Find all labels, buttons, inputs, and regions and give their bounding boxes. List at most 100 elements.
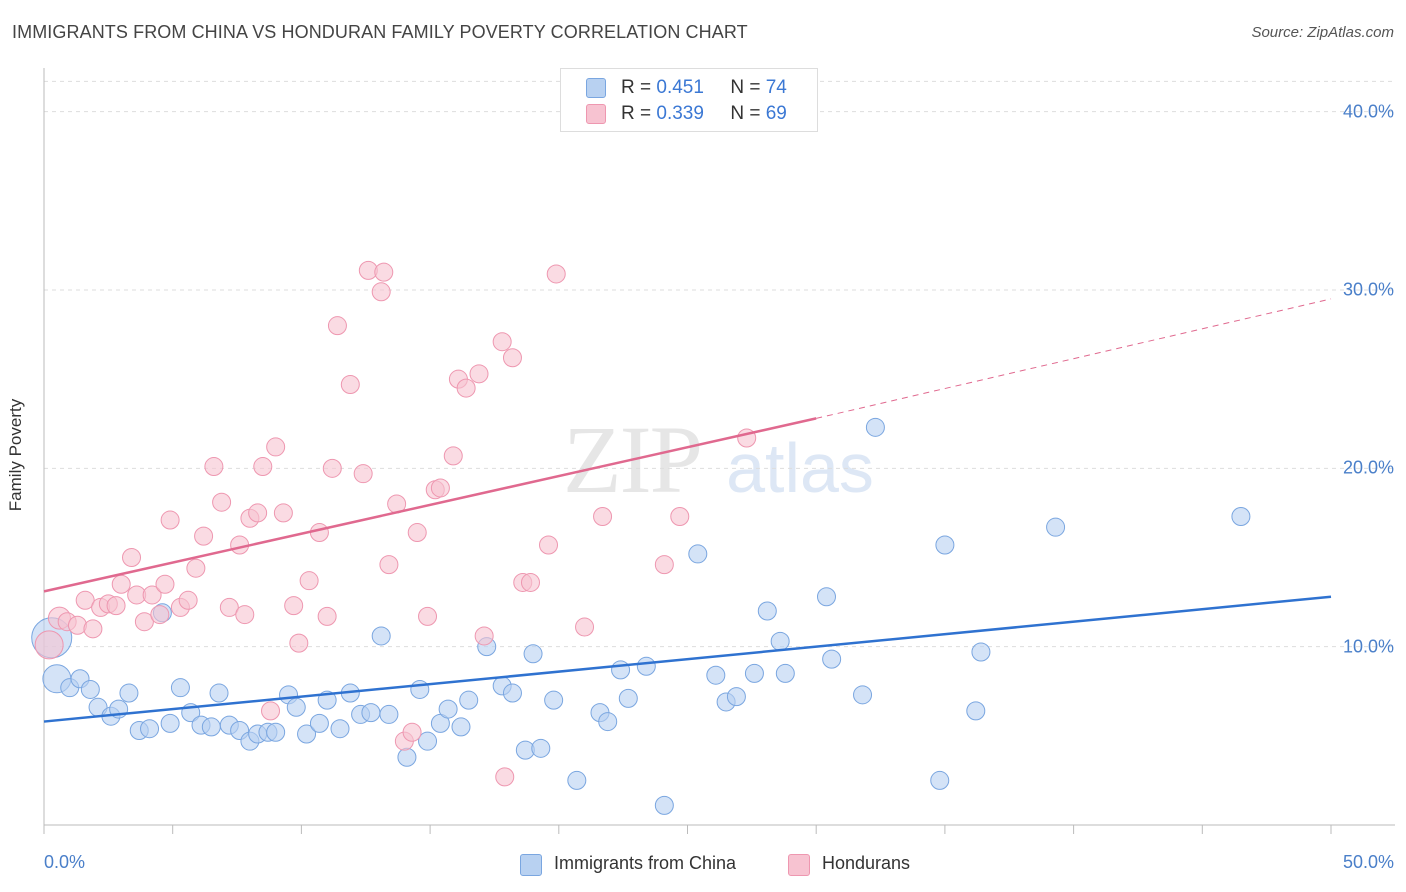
china-point (170, 678, 190, 698)
china-point (567, 770, 587, 790)
honduran-point (155, 574, 175, 594)
china-point (775, 663, 795, 683)
legend-honduran-swatch (788, 854, 810, 876)
honduran-point (575, 617, 595, 637)
honduran-swatch (586, 104, 606, 124)
n-value-honduran: 69 (765, 103, 787, 124)
china-point (330, 719, 350, 739)
china-point (140, 719, 160, 739)
china-point (726, 687, 746, 707)
y-tick-label: 10.0% (1342, 636, 1394, 657)
n-value-china: 74 (765, 77, 787, 98)
n-label: N = (730, 77, 761, 98)
china-point (822, 649, 842, 669)
honduran-point (204, 457, 224, 477)
china-point (523, 644, 543, 664)
stats-legend: R = 0.451 N = 74 R = 0.339 N = 69 (560, 68, 818, 132)
honduran-point (134, 612, 154, 632)
china-point (636, 656, 656, 676)
honduran-point (539, 535, 559, 555)
honduran-point (443, 446, 463, 466)
honduran-point (261, 701, 281, 721)
x-tick-label-min: 0.0% (44, 852, 86, 872)
y-tick-label: 40.0% (1342, 101, 1394, 122)
honduran-point (178, 590, 198, 610)
honduran-point (327, 316, 347, 336)
honduran-point (340, 375, 360, 395)
china-point (160, 713, 180, 733)
china-point (930, 770, 950, 790)
china-point (618, 688, 638, 708)
r-label: R = (621, 103, 652, 124)
honduran-point (34, 630, 64, 660)
trend-line-china (43, 595, 1332, 723)
honduran-point (469, 364, 489, 384)
china-point (379, 704, 399, 724)
watermark: ZIP atlas (563, 406, 874, 513)
honduran-point (309, 523, 329, 543)
china-point (459, 690, 479, 710)
honduran-point (317, 606, 337, 626)
honduran-point (520, 572, 540, 592)
gridlines (44, 80, 1395, 648)
honduran-point (106, 596, 126, 616)
chart-title: IMMIGRANTS FROM CHINA VS HONDURAN FAMILY… (12, 22, 748, 42)
china-point (816, 587, 836, 607)
china-point (502, 683, 522, 703)
x-tick-label-max: 50.0% (1342, 852, 1394, 872)
china-point (598, 712, 618, 732)
china-point (297, 724, 317, 744)
china-point (309, 713, 329, 733)
r-value-china: 0.451 (656, 77, 704, 98)
honduran-point (122, 548, 142, 567)
honduran-point (248, 503, 268, 523)
honduran-point (284, 596, 304, 616)
china-point (966, 701, 986, 721)
china-point (397, 747, 417, 767)
series-china-points (31, 417, 1251, 815)
china-point (201, 717, 221, 737)
legend-china-label: Immigrants from China (554, 853, 737, 873)
honduran-point (407, 523, 427, 543)
china-point (654, 795, 674, 815)
china-point (410, 679, 430, 699)
china-point (361, 703, 381, 723)
china-point (757, 601, 777, 621)
china-point (853, 685, 873, 705)
honduran-point (289, 633, 309, 653)
honduran-point (379, 555, 399, 575)
honduran-point (83, 619, 103, 639)
china-point (744, 663, 764, 683)
china-point (418, 731, 438, 751)
honduran-point (111, 574, 131, 594)
china-point (286, 697, 306, 717)
honduran-point (67, 615, 87, 635)
china-point (1231, 506, 1251, 526)
honduran-point (593, 506, 613, 526)
n-label: N = (730, 103, 761, 124)
honduran-point (670, 506, 690, 526)
honduran-point (142, 585, 162, 605)
china-swatch (586, 78, 606, 98)
honduran-point (219, 597, 239, 617)
honduran-point (322, 458, 342, 478)
china-point (935, 535, 955, 555)
series-honduran-points (34, 260, 757, 787)
y-tick-label: 30.0% (1342, 279, 1394, 300)
honduran-point (402, 722, 422, 742)
honduran-point (253, 457, 273, 477)
honduran-point (299, 571, 319, 591)
honduran-point (235, 605, 255, 625)
china-point (266, 722, 286, 742)
china-point (865, 417, 885, 437)
china-point (688, 544, 708, 564)
honduran-point (474, 626, 494, 646)
china-point (80, 679, 100, 699)
china-point (611, 660, 631, 680)
china-point (544, 690, 564, 710)
trend-line-honduran (43, 417, 817, 593)
y-tick-label: 20.0% (1342, 457, 1394, 478)
china-point (451, 717, 471, 737)
honduran-point (654, 555, 674, 575)
honduran-point (546, 264, 566, 284)
